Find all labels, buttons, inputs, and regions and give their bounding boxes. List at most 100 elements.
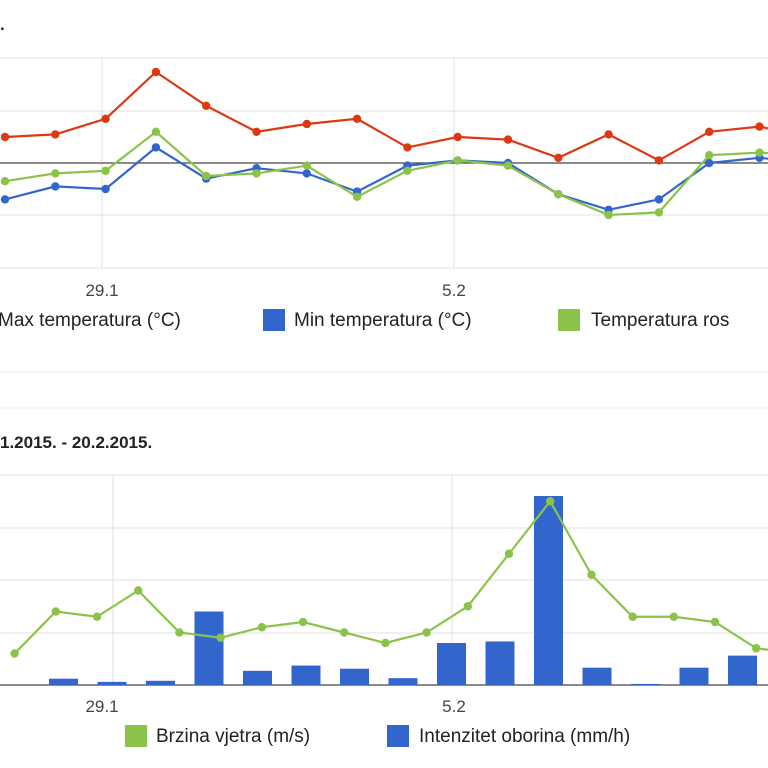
precip-bar xyxy=(631,683,660,685)
x-tick-label: 29.1 xyxy=(85,697,118,716)
data-point-min_temp xyxy=(0,195,10,204)
wind-data-point xyxy=(587,570,596,579)
legend-swatch-dew-point xyxy=(558,309,580,331)
data-point-max_temp xyxy=(0,132,10,142)
precip-bar xyxy=(437,643,466,685)
precip-bar xyxy=(388,678,418,685)
series-max_temp xyxy=(0,67,768,165)
wind-data-point xyxy=(51,607,60,616)
wind-data-point xyxy=(257,623,266,632)
data-point-dew_point xyxy=(252,169,261,178)
precip-bar xyxy=(534,496,563,685)
data-point-min_temp xyxy=(151,143,161,152)
data-point-max_temp xyxy=(755,122,764,131)
precip-bar xyxy=(243,670,272,685)
data-point-dew_point xyxy=(101,166,110,175)
data-point-max_temp xyxy=(302,119,311,129)
data-point-dew_point xyxy=(302,161,311,170)
wind-data-point xyxy=(710,617,720,627)
temperature-chart-grid xyxy=(0,57,768,269)
data-point-max_temp xyxy=(503,135,513,144)
wind-line xyxy=(10,497,768,658)
temperature-legend: Max temperatura (°C) Min temperatura (°C… xyxy=(0,309,729,331)
wind-data-point xyxy=(752,644,761,653)
data-point-max_temp xyxy=(101,114,110,124)
wind-data-point xyxy=(422,628,431,637)
series-line-dew_point xyxy=(4,130,768,217)
data-point-max_temp xyxy=(705,127,714,136)
data-point-max_temp xyxy=(654,156,664,165)
data-point-dew_point xyxy=(705,151,714,160)
precip-bar xyxy=(485,641,515,685)
legend-label-max-temp: Max temperatura (°C) xyxy=(0,310,181,331)
wind-precip-legend: Brzina vjetra (m/s) Intenzitet oborina (… xyxy=(125,725,630,747)
data-point-max_temp xyxy=(202,101,211,111)
data-point-dew_point xyxy=(604,210,613,220)
legend-swatch-precip xyxy=(387,725,409,747)
data-point-dew_point xyxy=(0,177,10,186)
wind-data-point xyxy=(10,649,19,658)
data-point-max_temp xyxy=(252,127,261,136)
wind-data-point xyxy=(504,549,514,558)
x-tick-label: 5.2 xyxy=(442,697,466,716)
precip-bar xyxy=(291,665,321,685)
data-point-min_temp xyxy=(101,184,110,194)
series-dew_point xyxy=(0,127,768,220)
legend-label-dew-point: Temperatura ros xyxy=(591,310,729,331)
precip-bar xyxy=(97,681,127,685)
data-point-max_temp xyxy=(352,114,362,124)
temperature-chart-series xyxy=(0,67,768,220)
wind-data-point xyxy=(669,612,678,621)
precip-bar xyxy=(146,680,175,685)
legend-swatch-wind xyxy=(125,725,147,747)
data-point-max_temp xyxy=(604,130,613,139)
wind-precip-chart-grid xyxy=(0,474,768,686)
data-point-dew_point xyxy=(755,148,764,157)
data-point-dew_point xyxy=(151,127,161,136)
data-point-max_temp xyxy=(554,153,563,162)
wind-data-point xyxy=(628,612,637,621)
data-point-max_temp xyxy=(453,132,462,142)
data-point-dew_point xyxy=(654,208,664,217)
precip-bar xyxy=(194,611,224,685)
wind-precip-chart-title: 1.2015. - 20.2.2015. xyxy=(0,433,152,452)
data-point-dew_point xyxy=(503,161,513,170)
temperature-chart: . 29.1 5.2 Max temperatura (°C) Min temp… xyxy=(0,15,768,331)
data-point-max_temp xyxy=(51,130,60,139)
series-min_temp xyxy=(0,143,768,214)
legend-label-precip: Intenzitet oborina (mm/h) xyxy=(419,726,630,747)
wind-data-point xyxy=(381,638,390,648)
x-tick-label: 29.1 xyxy=(85,281,118,300)
data-point-dew_point xyxy=(51,169,60,178)
wind-data-point xyxy=(175,628,184,637)
x-tick-label: 5.2 xyxy=(442,281,466,300)
wind-data-point xyxy=(340,628,349,637)
wind-data-point xyxy=(463,602,472,611)
legend-label-min-temp: Min temperatura (°C) xyxy=(294,310,472,331)
precip-bar xyxy=(679,667,709,685)
data-point-max_temp xyxy=(151,67,161,77)
wind-precip-chart: 1.2015. - 20.2.2015. 29.1 5.2 Brzina vje… xyxy=(0,433,768,747)
precip-bars xyxy=(49,496,757,685)
wind-series-line xyxy=(13,499,768,655)
data-point-dew_point xyxy=(202,171,211,181)
data-point-min_temp xyxy=(302,169,311,178)
legend-label-wind: Brzina vjetra (m/s) xyxy=(156,726,310,747)
data-point-min_temp xyxy=(705,158,714,168)
wind-data-point xyxy=(92,612,102,621)
wind-data-point xyxy=(298,617,308,627)
legend-swatch-min-temp xyxy=(263,309,285,331)
data-point-dew_point xyxy=(554,190,563,199)
data-point-dew_point xyxy=(403,166,412,175)
series-line-max_temp xyxy=(4,70,768,162)
wind-data-point xyxy=(216,633,225,642)
wind-data-point xyxy=(546,497,555,506)
data-point-max_temp xyxy=(403,143,412,152)
precip-bar xyxy=(582,667,612,685)
data-point-min_temp xyxy=(654,195,664,204)
precip-bar xyxy=(49,678,78,685)
precip-bar xyxy=(728,655,757,685)
precip-bar xyxy=(340,668,369,685)
data-point-min_temp xyxy=(51,182,60,191)
